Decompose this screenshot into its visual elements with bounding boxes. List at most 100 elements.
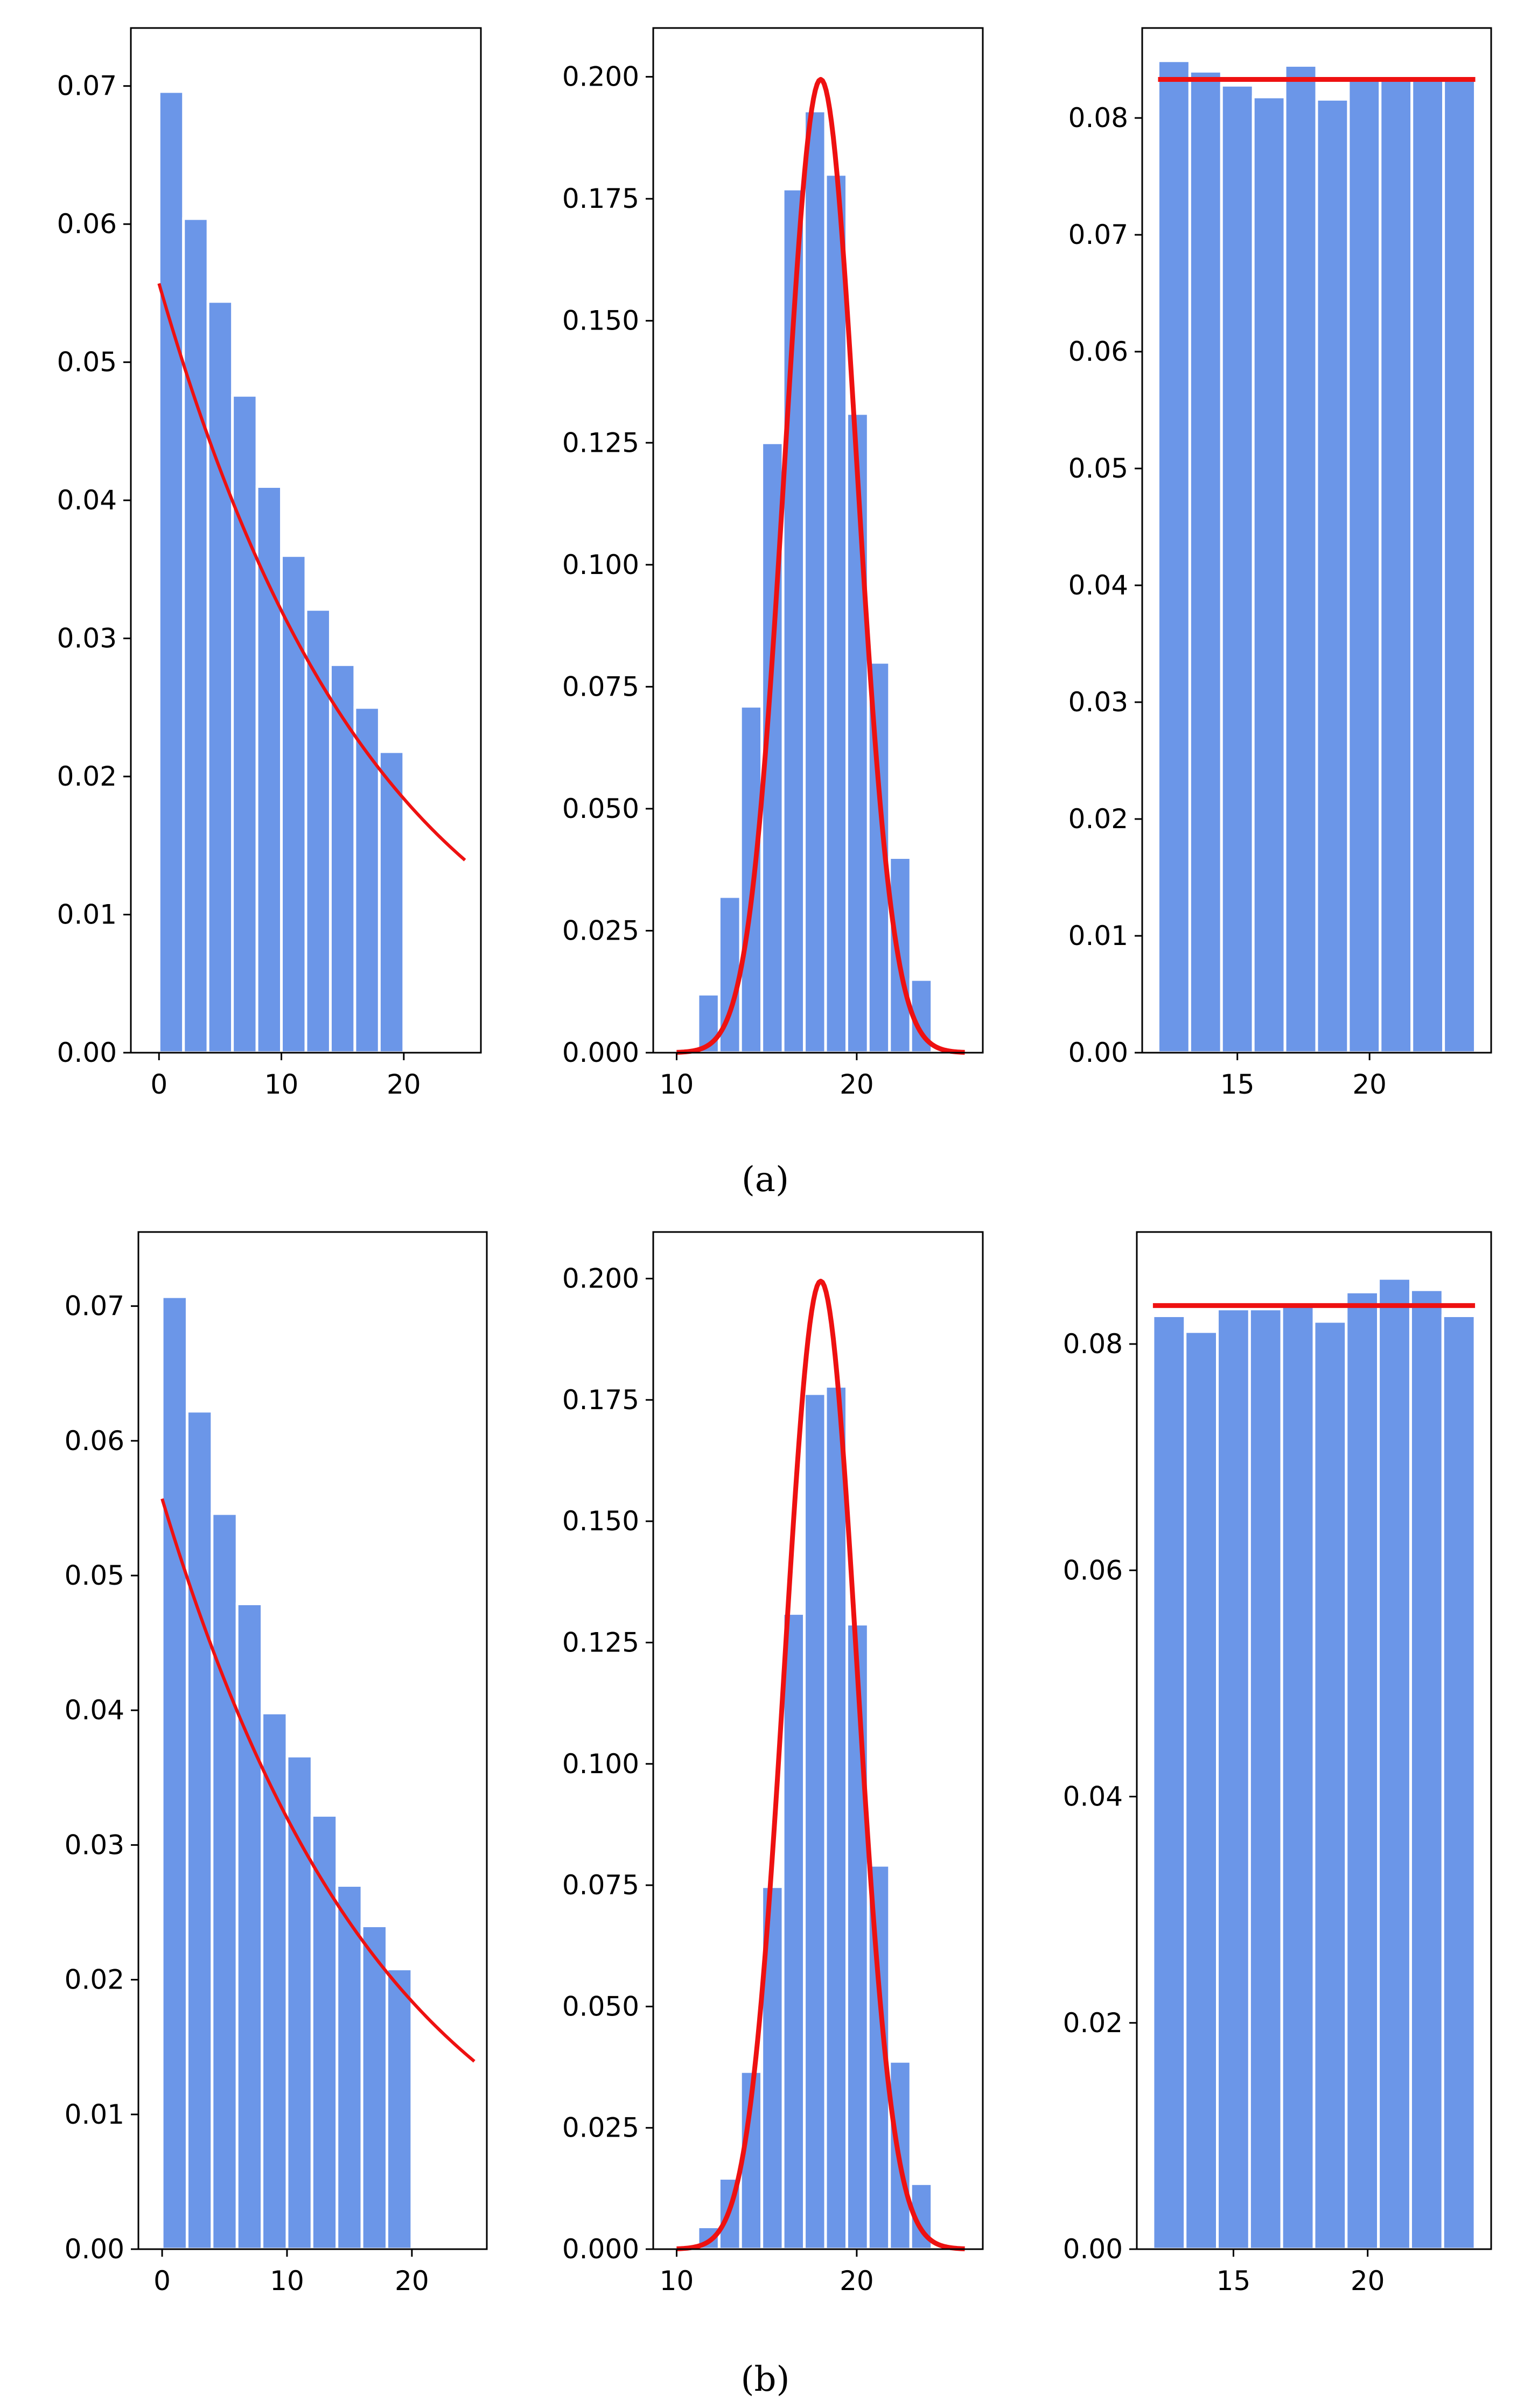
- y-tick-label: 0.01: [1068, 920, 1128, 951]
- bar: [310, 1814, 339, 2251]
- y-tick-label: 0.08: [1063, 1328, 1123, 1360]
- y-tick-label: 0.07: [65, 1291, 124, 1322]
- panels: 0.00 0.01 0.02 0.03 0.04 0.05 0.06 0.07 0 10 20 0.0…: [57, 27, 1492, 2297]
- bar: [1188, 69, 1223, 1054]
- y-tick-label: 0.04: [65, 1695, 124, 1726]
- y-tick-label: 0.175: [562, 183, 639, 214]
- bar: [1252, 95, 1287, 1054]
- y-tick-label: 0.05: [65, 1560, 124, 1591]
- bar: [739, 705, 764, 1054]
- bar: [1156, 59, 1191, 1054]
- x-tick-label: 20: [387, 1069, 421, 1100]
- bar: [1377, 1277, 1412, 2251]
- y-tick-label: 0.00: [57, 1037, 117, 1068]
- x-tick-label: 20: [840, 1069, 874, 1100]
- x-tick-label: 0: [153, 2265, 171, 2297]
- x-tick-label: 10: [660, 1069, 694, 1100]
- bar: [1409, 1288, 1444, 2251]
- y-tick-label: 0.06: [1063, 1555, 1123, 1586]
- axes-frame: [1136, 1231, 1492, 2250]
- y-tick-label: 0.050: [562, 793, 639, 824]
- y-tick-label: 0.05: [1068, 453, 1128, 484]
- bar: [353, 706, 381, 1054]
- x-tick-label: 20: [395, 2265, 429, 2297]
- x-tick-label: 10: [270, 2265, 304, 2297]
- bar: [1315, 97, 1350, 1054]
- y-tick-label: 0.000: [562, 2234, 639, 2265]
- y-tick-label: 0.125: [562, 1627, 639, 1658]
- bar: [235, 1602, 264, 2251]
- y-tick-label: 0.02: [1063, 2007, 1123, 2039]
- y-tick-label: 0.07: [1068, 219, 1128, 250]
- chart-b-normal: 0.000 0.025 0.050 0.075 0.100 0.125 0.150 0.175…: [562, 1231, 984, 2297]
- axes-frame: [130, 27, 482, 1054]
- chart-b-uniform: 0.00 0.02 0.04 0.06 0.08 15 20: [1063, 1231, 1492, 2297]
- y-tick-label: 0.150: [562, 305, 639, 337]
- bar: [211, 1512, 239, 2251]
- y-tick-label: 0.05: [57, 347, 117, 378]
- y-tick-label: 0.000: [562, 1037, 639, 1068]
- bar: [255, 485, 283, 1054]
- bar: [328, 663, 356, 1054]
- fit-curve: [160, 1498, 476, 2063]
- bar: [1283, 64, 1318, 1054]
- bar: [1216, 1307, 1251, 2251]
- y-tick-label: 0.03: [57, 623, 117, 654]
- y-tick-label: 0.00: [1068, 1037, 1128, 1068]
- y-tick-label: 0.050: [562, 1991, 639, 2022]
- bar: [261, 1711, 289, 2251]
- bar: [1312, 1320, 1348, 2251]
- bar: [824, 173, 849, 1054]
- x-tick-label: 20: [1351, 2265, 1385, 2297]
- bar: [1442, 76, 1477, 1054]
- y-tick-label: 0.03: [65, 1829, 124, 1860]
- fit-curve: [157, 283, 466, 862]
- bar: [360, 1924, 388, 2251]
- axes-frame: [652, 1231, 984, 2250]
- bar: [1220, 83, 1255, 1054]
- chart-a-uniform: 0.00 0.01 0.02 0.03 0.04 0.05 0.06 0.07 0.08 15 20: [1068, 27, 1492, 1100]
- chart-a-normal: 0.000 0.025 0.050 0.075 0.100 0.125 0.150 0.175…: [562, 27, 984, 1100]
- y-tick-label: 0.07: [57, 71, 117, 102]
- x-tick-label: 10: [264, 1069, 299, 1100]
- axes-frame: [652, 27, 984, 1054]
- y-tick-label: 0.00: [1063, 2234, 1123, 2265]
- bar: [335, 1884, 363, 2251]
- bar: [1410, 76, 1445, 1054]
- x-tick-label: 0: [150, 1069, 167, 1100]
- bar: [1184, 1330, 1219, 2251]
- y-tick-label: 0.200: [562, 1263, 639, 1294]
- bar: [182, 217, 209, 1054]
- y-tick-label: 0.150: [562, 1506, 639, 1537]
- bar: [1441, 1314, 1477, 2251]
- bar: [845, 1622, 870, 2251]
- axes-frame: [1141, 27, 1492, 1054]
- bar: [1248, 1307, 1283, 2251]
- y-tick-label: 0.08: [1068, 102, 1128, 134]
- y-tick-label: 0.075: [562, 1870, 639, 1901]
- y-tick-label: 0.01: [57, 899, 117, 930]
- bar: [824, 1385, 849, 2251]
- y-tick-label: 0.02: [65, 1964, 124, 1996]
- y-tick-label: 0.100: [562, 549, 639, 580]
- bar: [1379, 76, 1414, 1054]
- axes-frame: [137, 1231, 488, 2250]
- bar: [385, 1968, 414, 2251]
- chart-a-exponential: 0.00 0.01 0.02 0.03 0.04 0.05 0.06 0.07 0 10 20: [57, 27, 482, 1100]
- y-tick-label: 0.200: [562, 61, 639, 93]
- y-tick-label: 0.04: [57, 485, 117, 516]
- fit-curve: [676, 76, 966, 1055]
- y-tick-label: 0.06: [65, 1425, 124, 1457]
- y-tick-label: 0.04: [1068, 570, 1128, 601]
- y-tick-label: 0.01: [65, 2099, 124, 2130]
- x-tick-label: 20: [840, 2265, 874, 2297]
- y-tick-label: 0.06: [57, 208, 117, 240]
- bar: [285, 1754, 313, 2251]
- y-tick-label: 0.02: [1068, 803, 1128, 835]
- bar: [803, 1392, 827, 2251]
- bar: [803, 109, 827, 1054]
- bar: [1347, 76, 1382, 1054]
- bar: [160, 1295, 188, 2251]
- chart-b-exponential: 0.00 0.01 0.02 0.03 0.04 0.05 0.06 0.07 0 10 20: [65, 1231, 488, 2297]
